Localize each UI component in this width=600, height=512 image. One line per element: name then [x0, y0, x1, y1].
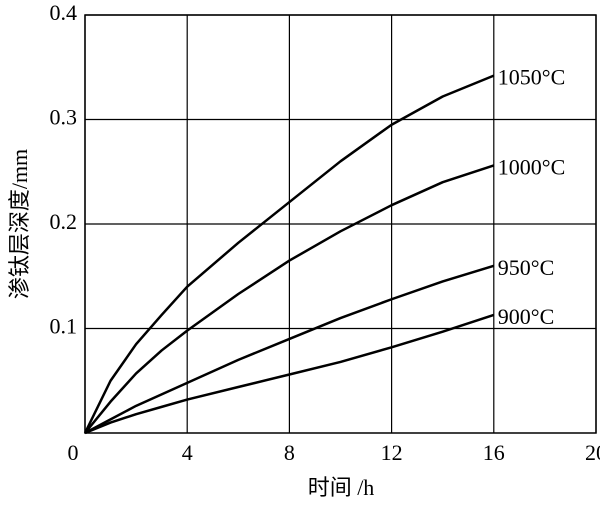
line: [83, 74, 495, 434]
y-tick-label: 0.1: [50, 314, 78, 339]
x-axis-label: 时间 /h: [308, 475, 375, 500]
y-tick-label: 0.2: [50, 209, 78, 234]
line: [84, 264, 495, 435]
x-tick-label: 8: [284, 440, 295, 465]
x-tick-label: 16: [483, 440, 505, 465]
series-label: 950°C: [498, 255, 554, 280]
x-tick-label: 20: [585, 440, 600, 465]
y-tick-label: 0.4: [50, 0, 78, 25]
x-tick-label: 4: [182, 440, 193, 465]
x-tick-label: 12: [381, 440, 403, 465]
series-label: 1050°C: [498, 65, 565, 90]
plot-frame: [84, 14, 597, 434]
series-label: 900°C: [498, 304, 554, 329]
x-tick-label: 0: [68, 440, 79, 465]
line: [84, 164, 495, 434]
line: [84, 313, 495, 435]
series-label: 1000°C: [498, 155, 565, 180]
y-axis-label: 渗钛层深度/mm: [7, 149, 32, 299]
y-tick-label: 0.3: [50, 105, 78, 130]
